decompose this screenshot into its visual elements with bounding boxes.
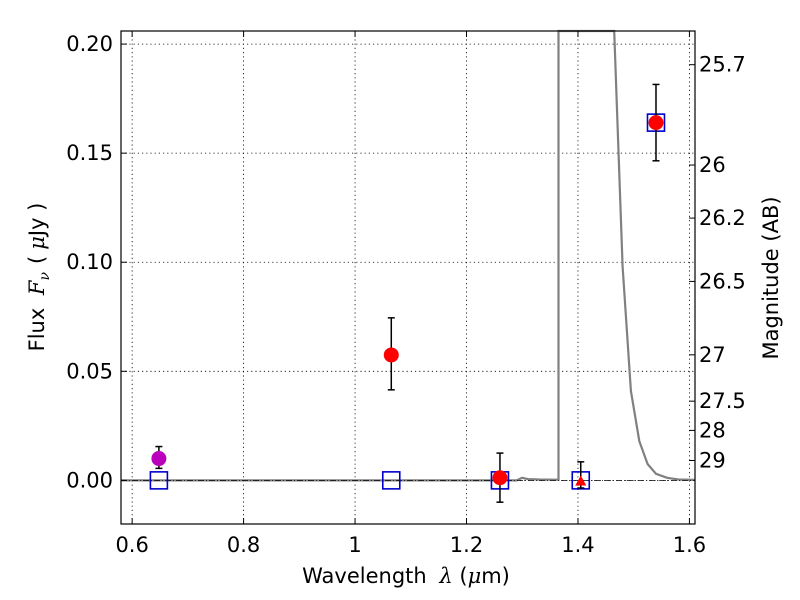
- observed-flux-point: [151, 451, 167, 467]
- y-tick-label: 0.10: [66, 250, 113, 274]
- filter-curve: [121, 29, 696, 482]
- x-axis-title: Wavelength λ (μm): [302, 564, 510, 588]
- y2-tick-label: 26: [699, 153, 726, 177]
- observed-flux-point: [492, 470, 508, 486]
- y-axis-title: Flux Fν(μJy ): [25, 203, 53, 352]
- y2-tick-label: 25.7: [699, 53, 746, 77]
- x-axis: 0.6 0.8 1 1.2 1.4 1.6: [115, 31, 706, 557]
- y2-tick-label: 26.5: [699, 269, 746, 293]
- model-flux-marker: [149, 471, 169, 490]
- x-tick-label: 1.2: [450, 533, 483, 557]
- x-tick-label: 1: [348, 533, 361, 557]
- y2-tick-label: 28: [699, 418, 726, 442]
- data-points-layer: [149, 83, 666, 503]
- y2-axis-title: Magnitude (AB): [759, 196, 783, 359]
- y-tick-label: 0.20: [66, 32, 113, 56]
- y-tick-label: 0.00: [66, 468, 113, 492]
- y2-tick-label: 27: [699, 343, 726, 367]
- observed-flux-triangle: [575, 475, 587, 486]
- y-tick-label: 0.15: [66, 141, 113, 165]
- observed-flux-point: [648, 115, 664, 131]
- x-tick-label: 0.6: [115, 533, 148, 557]
- grid: [121, 31, 695, 524]
- y-axis-right: 25.7 26 26.2 26.5 27 27.5 28 29: [689, 53, 746, 472]
- y-axis-left: 0.00 0.05 0.10 0.15 0.20: [66, 32, 127, 492]
- y-tick-label: 0.05: [66, 359, 113, 383]
- x-tick-label: 1.4: [561, 533, 594, 557]
- transmission-curve-layer: [121, 29, 696, 482]
- plot-frame: [120, 30, 696, 525]
- model-flux-marker: [381, 471, 401, 490]
- y2-tick-label: 29: [699, 448, 726, 472]
- y2-tick-label: 27.5: [699, 389, 746, 413]
- y2-tick-label: 26.2: [699, 206, 746, 230]
- x-tick-label: 1.6: [673, 533, 706, 557]
- x-tick-label: 0.8: [227, 533, 260, 557]
- observed-flux-point: [383, 347, 399, 363]
